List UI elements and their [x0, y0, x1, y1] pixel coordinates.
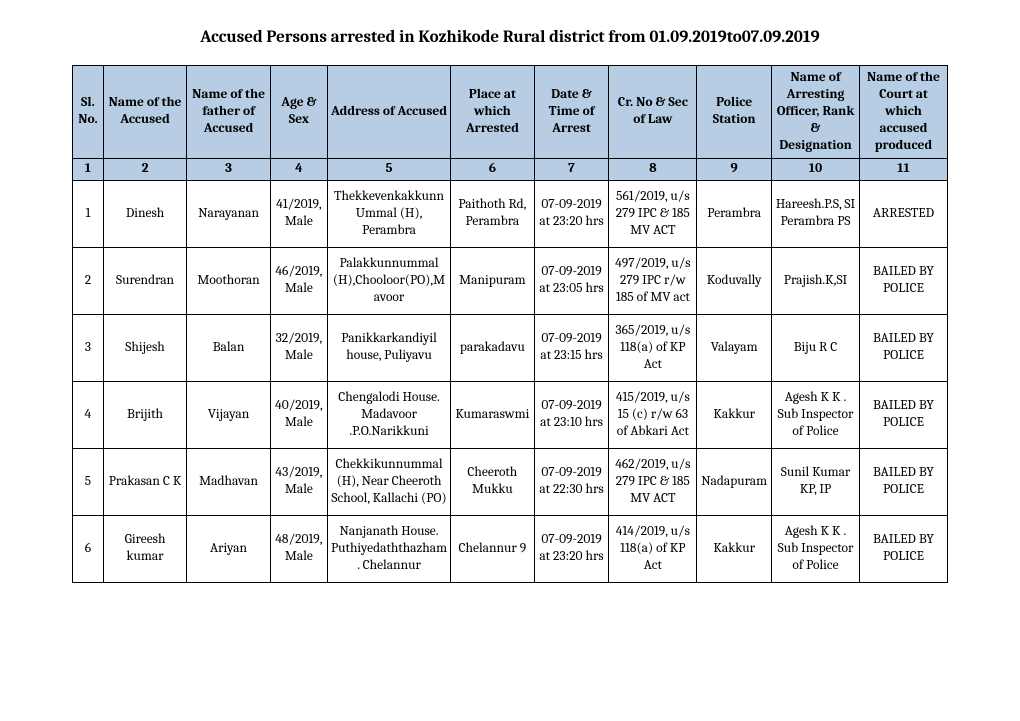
- header-number-row: 1 2 3 4 5 6 7 8 9 10 11: [73, 159, 948, 181]
- col-header-crno: Cr. No & Sec of Law: [609, 66, 697, 159]
- cell-accused: Prakasan C K: [103, 449, 187, 516]
- cell-datetime: 07-09-2019 at 22:30 hrs: [534, 449, 609, 516]
- table-row: 4 Brijith Vijayan 40/2019, Male Chengalo…: [73, 382, 948, 449]
- cell-crno: 561/2019, u/s 279 IPC & 185 MV ACT: [609, 181, 697, 248]
- cell-court: BAILED BY POLICE: [859, 516, 947, 583]
- cell-accused: Dinesh: [103, 181, 187, 248]
- cell-slno: 3: [73, 315, 104, 382]
- table-row: 3 Shijesh Balan 32/2019, Male Panikkarka…: [73, 315, 948, 382]
- cell-datetime: 07-09-2019 at 23:15 hrs: [534, 315, 609, 382]
- cell-father: Ariyan: [187, 516, 271, 583]
- cell-place: Chelannur 9: [451, 516, 535, 583]
- colnum: 6: [451, 159, 535, 181]
- colnum: 11: [859, 159, 947, 181]
- cell-address: Thekkevenkakkunn Ummal (H), Perambra: [327, 181, 450, 248]
- cell-court: BAILED BY POLICE: [859, 315, 947, 382]
- col-header-court: Name of the Court at which accused produ…: [859, 66, 947, 159]
- cell-crno: 415/2019, u/s 15 (c) r/w 63 of Abkari Ac…: [609, 382, 697, 449]
- col-header-slno: Sl. No.: [73, 66, 104, 159]
- colnum: 8: [609, 159, 697, 181]
- cell-father: Narayanan: [187, 181, 271, 248]
- cell-slno: 1: [73, 181, 104, 248]
- cell-slno: 2: [73, 248, 104, 315]
- cell-court: BAILED BY POLICE: [859, 449, 947, 516]
- cell-station: Perambra: [697, 181, 772, 248]
- header-row: Sl. No. Name of the Accused Name of the …: [73, 66, 948, 159]
- cell-crno: 497/2019, u/s 279 IPC r/w 185 of MV act: [609, 248, 697, 315]
- cell-place: Manipuram: [451, 248, 535, 315]
- cell-age-sex: 43/2019, Male: [270, 449, 327, 516]
- table-row: 6 Gireesh kumar Ariyan 48/2019, Male Nan…: [73, 516, 948, 583]
- cell-court: ARRESTED: [859, 181, 947, 248]
- cell-accused: Shijesh: [103, 315, 187, 382]
- colnum: 4: [270, 159, 327, 181]
- cell-age-sex: 40/2019, Male: [270, 382, 327, 449]
- col-header-station: Police Station: [697, 66, 772, 159]
- cell-accused: Gireesh kumar: [103, 516, 187, 583]
- cell-accused: Brijith: [103, 382, 187, 449]
- cell-address: Chekkikunnummal (H), Near Cheeroth Schoo…: [327, 449, 450, 516]
- cell-slno: 6: [73, 516, 104, 583]
- cell-address: Chengalodi House. Madavoor .P.O.Narikkun…: [327, 382, 450, 449]
- colnum: 10: [772, 159, 860, 181]
- cell-address: Panikkarkandiyil house, Puliyavu: [327, 315, 450, 382]
- col-header-age-sex: Age & Sex: [270, 66, 327, 159]
- cell-age-sex: 41/2019, Male: [270, 181, 327, 248]
- col-header-place: Place at which Arrested: [451, 66, 535, 159]
- colnum: 1: [73, 159, 104, 181]
- cell-datetime: 07-09-2019 at 23:20 hrs: [534, 516, 609, 583]
- cell-court: BAILED BY POLICE: [859, 382, 947, 449]
- cell-place: Paithoth Rd, Perambra: [451, 181, 535, 248]
- page-title: Accused Persons arrested in Kozhikode Ru…: [72, 28, 948, 47]
- cell-place: parakadavu: [451, 315, 535, 382]
- cell-station: Valayam: [697, 315, 772, 382]
- cell-father: Balan: [187, 315, 271, 382]
- col-header-officer: Name of Arresting Officer, Rank & Design…: [772, 66, 860, 159]
- col-header-accused: Name of the Accused: [103, 66, 187, 159]
- col-header-datetime: Date & Time of Arrest: [534, 66, 609, 159]
- col-header-address: Address of Accused: [327, 66, 450, 159]
- table-row: 2 Surendran Moothoran 46/2019, Male Pala…: [73, 248, 948, 315]
- cell-officer: Prajish.K,SI: [772, 248, 860, 315]
- cell-datetime: 07-09-2019 at 23:05 hrs: [534, 248, 609, 315]
- cell-place: Kumaraswmi: [451, 382, 535, 449]
- cell-place: Cheeroth Mukku: [451, 449, 535, 516]
- cell-crno: 365/2019, u/s 118(a) of KP Act: [609, 315, 697, 382]
- cell-address: Nanjanath House. Puthiyedaththazham . Ch…: [327, 516, 450, 583]
- arrests-table: Sl. No. Name of the Accused Name of the …: [72, 65, 948, 583]
- table-row: 5 Prakasan C K Madhavan 43/2019, Male Ch…: [73, 449, 948, 516]
- cell-slno: 5: [73, 449, 104, 516]
- colnum: 5: [327, 159, 450, 181]
- cell-accused: Surendran: [103, 248, 187, 315]
- cell-court: BAILED BY POLICE: [859, 248, 947, 315]
- colnum: 2: [103, 159, 187, 181]
- cell-officer: Agesh K K . Sub Inspector of Police: [772, 516, 860, 583]
- cell-father: Moothoran: [187, 248, 271, 315]
- cell-officer: Hareesh.P.S, SI Perambra PS: [772, 181, 860, 248]
- cell-father: Vijayan: [187, 382, 271, 449]
- cell-station: Koduvally: [697, 248, 772, 315]
- cell-station: Kakkur: [697, 382, 772, 449]
- colnum: 7: [534, 159, 609, 181]
- cell-crno: 462/2019, u/s 279 IPC & 185 MV ACT: [609, 449, 697, 516]
- cell-officer: Sunil Kumar KP, IP: [772, 449, 860, 516]
- cell-crno: 414/2019, u/s 118(a) of KP Act: [609, 516, 697, 583]
- cell-station: Kakkur: [697, 516, 772, 583]
- table-body: 1 Dinesh Narayanan 41/2019, Male Thekkev…: [73, 181, 948, 583]
- cell-officer: Agesh K K . Sub Inspector of Police: [772, 382, 860, 449]
- table-row: 1 Dinesh Narayanan 41/2019, Male Thekkev…: [73, 181, 948, 248]
- cell-slno: 4: [73, 382, 104, 449]
- col-header-father: Name of the father of Accused: [187, 66, 271, 159]
- cell-age-sex: 32/2019, Male: [270, 315, 327, 382]
- cell-datetime: 07-09-2019 at 23:10 hrs: [534, 382, 609, 449]
- cell-datetime: 07-09-2019 at 23:20 hrs: [534, 181, 609, 248]
- cell-father: Madhavan: [187, 449, 271, 516]
- cell-address: Palakkunnummal (H),Chooloor(PO),Mavoor: [327, 248, 450, 315]
- cell-age-sex: 46/2019, Male: [270, 248, 327, 315]
- cell-officer: Biju R C: [772, 315, 860, 382]
- colnum: 9: [697, 159, 772, 181]
- colnum: 3: [187, 159, 271, 181]
- cell-age-sex: 48/2019, Male: [270, 516, 327, 583]
- cell-station: Nadapuram: [697, 449, 772, 516]
